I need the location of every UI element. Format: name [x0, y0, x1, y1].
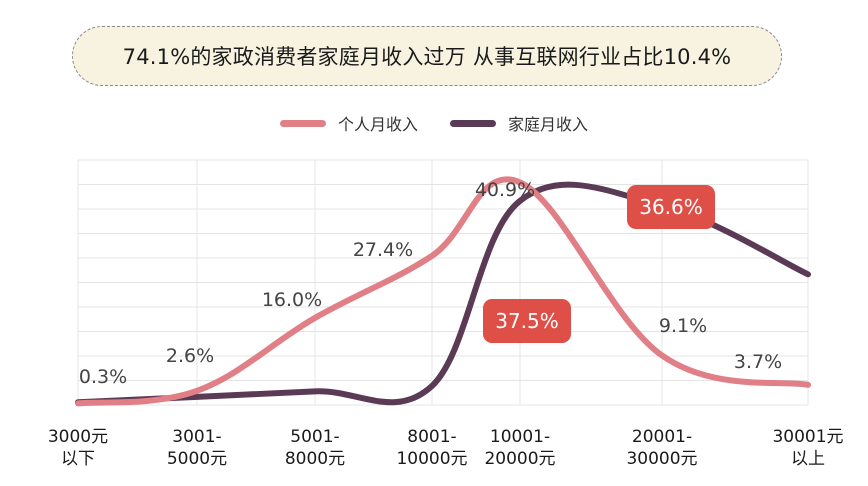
- legend-swatch-household: [450, 119, 496, 127]
- data-label-personal: 0.3%: [79, 366, 127, 388]
- data-label-personal: 2.6%: [166, 345, 214, 367]
- data-label-household: 36.6%: [627, 185, 715, 229]
- x-tick-label: 以上: [791, 449, 825, 469]
- x-tick-label: 8001-: [407, 427, 456, 447]
- legend-swatch-personal: [279, 119, 326, 127]
- legend-item-personal: 个人月收入: [279, 111, 418, 135]
- x-tick-label: 5001-: [290, 427, 339, 447]
- x-tick-label: 5000元: [167, 449, 227, 469]
- legend: 个人月收入 家庭月收入: [0, 110, 868, 136]
- data-label-personal: 27.4%: [353, 239, 413, 261]
- legend-label-household: 家庭月收入: [508, 115, 589, 134]
- legend-label-personal: 个人月收入: [337, 115, 418, 134]
- x-tick-label: 30000元: [626, 449, 697, 469]
- x-tick-label: 20001-: [632, 427, 692, 447]
- callout-box: [627, 185, 715, 229]
- x-tick-label: 以下: [61, 449, 95, 469]
- x-tick-label: 30001元: [772, 427, 843, 447]
- callout-box: [483, 299, 571, 343]
- chart-title: 74.1%的家政消费者家庭月收入过万 从事互联网行业占比10.4%: [72, 26, 782, 86]
- callout-text: 37.5%: [495, 309, 559, 333]
- legend-item-household: 家庭月收入: [450, 111, 588, 135]
- x-tick-label: 3001-: [172, 427, 221, 447]
- grid: [77, 159, 809, 406]
- x-tick-label: 10001-: [490, 427, 550, 447]
- data-label-personal: 16.0%: [262, 289, 322, 311]
- x-tick-label: 3000元: [48, 427, 108, 447]
- data-label-personal: 9.1%: [659, 315, 707, 337]
- x-tick-label: 20000元: [484, 449, 555, 469]
- data-label-personal: 40.9%: [475, 179, 535, 201]
- callout-text: 36.6%: [639, 195, 703, 219]
- x-tick-label: 10000元: [396, 449, 467, 469]
- data-label-personal: 3.7%: [734, 351, 782, 373]
- series-line-personal: [75, 176, 811, 407]
- data-label-household: 37.5%: [483, 299, 571, 343]
- x-tick-label: 8000元: [285, 449, 345, 469]
